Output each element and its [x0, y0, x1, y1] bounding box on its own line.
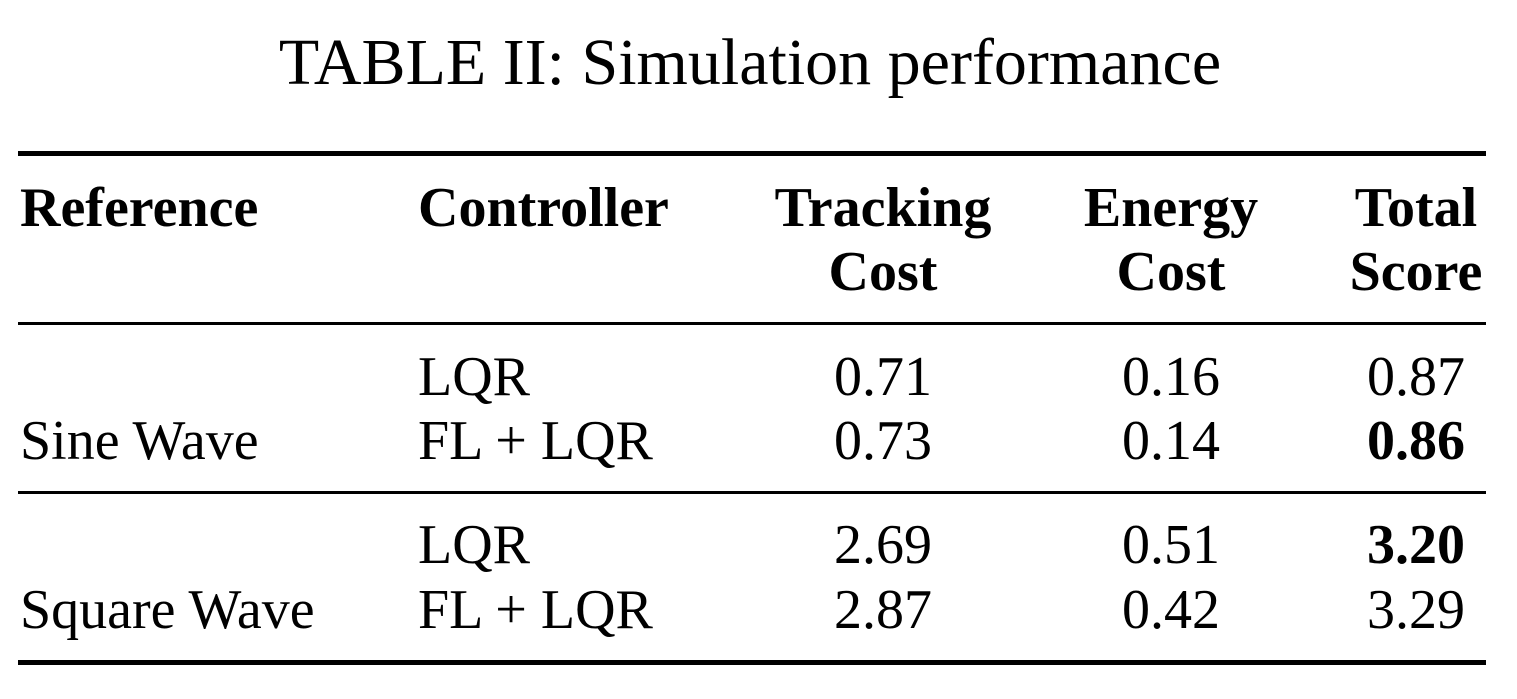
- total-score-cell: 0.86: [1367, 410, 1465, 472]
- header-tracking-line1: Tracking: [774, 177, 992, 239]
- energy-cost-cell: 0.42: [1122, 579, 1220, 641]
- energy-cost-cell: 0.14: [1122, 410, 1220, 472]
- table-caption: TABLE II: Simulation performance: [278, 26, 1222, 99]
- controller-cell: FL + LQR: [418, 579, 653, 641]
- group-rule: [18, 491, 1486, 494]
- tracking-cost-cell: 2.87: [834, 579, 932, 641]
- header-controller: Controller: [418, 177, 669, 239]
- header-total-line1: Total: [1354, 177, 1478, 239]
- header-energy-line1: Energy: [1083, 177, 1259, 239]
- energy-cost-cell: 0.51: [1122, 514, 1220, 576]
- total-score-cell: 3.20: [1367, 514, 1465, 576]
- reference-cell: Square Wave: [20, 579, 315, 641]
- controller-cell: FL + LQR: [418, 410, 653, 472]
- reference-cell: Sine Wave: [20, 410, 259, 472]
- tracking-cost-cell: 2.69: [834, 514, 932, 576]
- top-rule: [18, 151, 1486, 156]
- energy-cost-cell: 0.16: [1122, 346, 1220, 408]
- total-score-cell: 0.87: [1367, 346, 1465, 408]
- controller-cell: LQR: [418, 514, 530, 576]
- header-reference: Reference: [20, 177, 259, 239]
- header-tracking-line2: Cost: [828, 241, 938, 303]
- tracking-cost-cell: 0.71: [834, 346, 932, 408]
- tracking-cost-cell: 0.73: [834, 410, 932, 472]
- header-energy-line2: Cost: [1116, 241, 1226, 303]
- header-rule: [18, 322, 1486, 325]
- header-total-line2: Score: [1349, 241, 1483, 303]
- bottom-rule: [18, 660, 1486, 665]
- total-score-cell: 3.29: [1367, 579, 1465, 641]
- controller-cell: LQR: [418, 346, 530, 408]
